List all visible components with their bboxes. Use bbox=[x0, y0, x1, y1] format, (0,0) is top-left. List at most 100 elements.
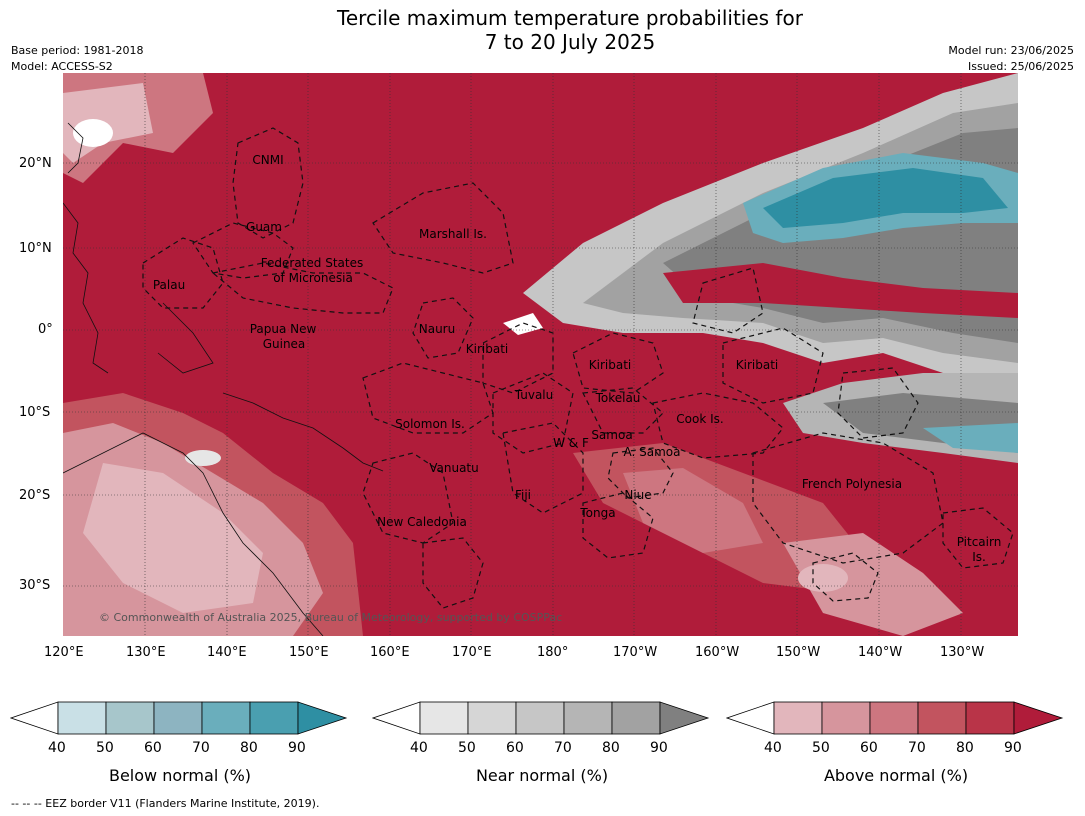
graticule bbox=[63, 73, 1018, 636]
colorbar-tick-label: 60 bbox=[144, 740, 162, 756]
colorbar-swatch bbox=[105, 701, 155, 735]
lon-tick: 160°W bbox=[695, 645, 740, 660]
model-run: Model run: 23/06/2025 bbox=[948, 44, 1074, 57]
lon-tick: 140°E bbox=[207, 645, 247, 660]
colorbar-max-extension bbox=[1013, 701, 1064, 735]
region-label: Guinea bbox=[263, 337, 306, 351]
lat-tick: 0° bbox=[38, 322, 53, 337]
probability-map: CNMI Guam Marshall Is. Palau Federated S… bbox=[63, 73, 1018, 636]
eez-legend-note: -- -- -- EEZ border V11 (Flanders Marine… bbox=[11, 797, 320, 810]
colorbar-swatch bbox=[821, 701, 871, 735]
colorbar-tick-label: 80 bbox=[240, 740, 258, 756]
colorbar-tick-label: 90 bbox=[650, 740, 668, 756]
colorbar-title: Above normal (%) bbox=[823, 766, 969, 785]
colorbar-max-extension bbox=[297, 701, 348, 735]
region-label: Cook Is. bbox=[676, 412, 723, 426]
base-period: Base period: 1981-2018 bbox=[11, 44, 144, 57]
region-label: Pitcairn bbox=[957, 535, 1002, 549]
copyright-watermark: © Commonwealth of Australia 2025, Bureau… bbox=[99, 611, 562, 624]
lon-tick: 170°E bbox=[452, 645, 492, 660]
lat-tick: 20°S bbox=[19, 488, 51, 503]
region-label: Fiji bbox=[515, 488, 531, 502]
colorbar-swatch bbox=[917, 701, 967, 735]
colorbar-tick-label: 70 bbox=[908, 740, 926, 756]
lat-tick: 20°N bbox=[19, 156, 52, 171]
region-label: Tonga bbox=[579, 506, 615, 520]
region-label: A. Samoa bbox=[624, 445, 681, 459]
colorbar-min-extension bbox=[725, 701, 775, 735]
colorbar-tick-label: 50 bbox=[96, 740, 114, 756]
title-line-2: 7 to 20 July 2025 bbox=[484, 30, 656, 54]
region-label: Papua New bbox=[250, 322, 317, 336]
region-label: Is. bbox=[972, 550, 986, 564]
colorbar-swatch bbox=[201, 701, 251, 735]
colorbar-swatch bbox=[611, 701, 661, 735]
region-label: W & F bbox=[553, 436, 589, 450]
colorbar-tick-label: 60 bbox=[506, 740, 524, 756]
colorbar-ticks: 40 50 60 70 80 90 bbox=[726, 740, 1066, 758]
map-canvas: CNMI Guam Marshall Is. Palau Federated S… bbox=[63, 73, 1018, 636]
region-label: of Micronesia bbox=[273, 271, 353, 285]
region-label: Niue bbox=[624, 488, 651, 502]
region-labels: CNMI Guam Marshall Is. Palau Federated S… bbox=[153, 153, 1001, 564]
colorbar-min-extension bbox=[371, 701, 421, 735]
colorbar-swatch bbox=[467, 701, 517, 735]
region-label: Tuvalu bbox=[514, 388, 554, 402]
lon-tick: 180° bbox=[537, 645, 569, 660]
region-label: French Polynesia bbox=[802, 477, 902, 491]
colorbar-tick-label: 70 bbox=[192, 740, 210, 756]
colorbar-tick-label: 90 bbox=[288, 740, 306, 756]
colorbar-swatches bbox=[371, 701, 710, 735]
lon-tick: 130°W bbox=[940, 645, 985, 660]
colorbar-swatches bbox=[9, 701, 348, 735]
region-label: Marshall Is. bbox=[419, 227, 487, 241]
region-label: Guam bbox=[246, 220, 282, 234]
colorbar-swatch bbox=[965, 701, 1015, 735]
lon-tick: 140°W bbox=[858, 645, 903, 660]
colorbar-tick-label: 90 bbox=[1004, 740, 1022, 756]
lon-tick: 150°W bbox=[776, 645, 821, 660]
map-title: Tercile maximum temperature probabilitie… bbox=[0, 6, 1085, 54]
colorbar-ticks: 40 50 60 70 80 90 bbox=[372, 740, 712, 758]
near-normal-colorbar: 40 50 60 70 80 90 Near normal (%) bbox=[371, 700, 712, 790]
lon-tick: 120°E bbox=[44, 645, 84, 660]
region-label: CNMI bbox=[252, 153, 283, 167]
colorbar-title: Below normal (%) bbox=[108, 766, 252, 785]
colorbar-tick-label: 40 bbox=[764, 740, 782, 756]
region-label: Vanuatu bbox=[429, 461, 479, 475]
colorbar-ticks: 40 50 60 70 80 90 bbox=[10, 740, 350, 758]
colorbar-min-extension bbox=[9, 701, 59, 735]
region-label: Tokelau bbox=[595, 391, 641, 405]
colorbar-swatch bbox=[515, 701, 565, 735]
region-label: Federated States bbox=[261, 256, 363, 270]
lon-tick: 160°E bbox=[370, 645, 410, 660]
lat-tick: 30°S bbox=[19, 578, 51, 593]
colorbar-swatch bbox=[419, 701, 469, 735]
colorbar-swatch bbox=[57, 701, 107, 735]
colorbar-swatch bbox=[563, 701, 613, 735]
colorbar-swatches bbox=[725, 701, 1064, 735]
lat-tick: 10°S bbox=[19, 405, 51, 420]
region-label: Samoa bbox=[591, 428, 632, 442]
coastlines bbox=[63, 122, 384, 636]
model-name: Model: ACCESS-S2 bbox=[11, 60, 113, 73]
colorbar-tick-label: 80 bbox=[602, 740, 620, 756]
region-label: Kiribati bbox=[466, 342, 508, 356]
region-label: New Caledonia bbox=[377, 515, 467, 529]
region-label: Solomon Is. bbox=[395, 417, 465, 431]
colorbar-tick-label: 60 bbox=[860, 740, 878, 756]
eez-borders bbox=[142, 127, 1014, 609]
colorbar-swatch bbox=[869, 701, 919, 735]
colorbar-tick-label: 50 bbox=[812, 740, 830, 756]
colorbar-swatch bbox=[153, 701, 203, 735]
lat-tick: 10°N bbox=[19, 241, 52, 256]
lon-tick: 150°E bbox=[289, 645, 329, 660]
lon-tick: 130°E bbox=[126, 645, 166, 660]
region-label: Kiribati bbox=[736, 358, 778, 372]
region-label: Palau bbox=[153, 278, 185, 292]
below-normal-colorbar: 40 50 60 70 80 90 Below normal (%) bbox=[9, 700, 350, 790]
colorbar-tick-label: 50 bbox=[458, 740, 476, 756]
region-label: Nauru bbox=[419, 322, 455, 336]
region-label: Kiribati bbox=[589, 358, 631, 372]
lon-tick: 170°W bbox=[613, 645, 658, 660]
